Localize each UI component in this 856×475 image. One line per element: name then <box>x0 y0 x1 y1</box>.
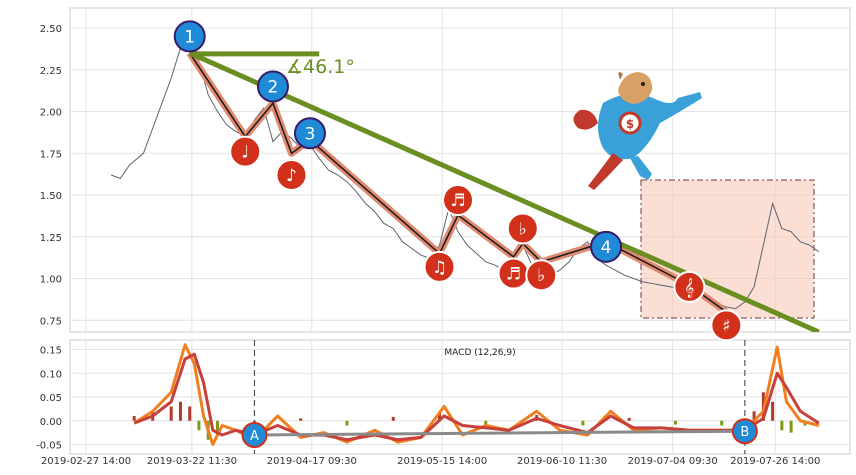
price-y-tick: 0.75 <box>40 316 62 327</box>
wave-marker-label: 𝄞 <box>684 278 694 298</box>
histogram-bar <box>780 420 784 431</box>
price-y-tick: 1.25 <box>40 233 62 244</box>
wave-marker-label: 2 <box>268 77 279 97</box>
macd-y-tick: 0.05 <box>40 393 62 404</box>
x-tick: 2019-07-26 14:00 <box>730 456 820 467</box>
histogram-bar <box>197 420 201 431</box>
x-tick: 2019-04-17 09:30 <box>267 456 357 467</box>
price-y-tick: 2.25 <box>40 66 62 77</box>
wave-marker-label: 3 <box>305 124 316 144</box>
superhero-mascot: $ <box>573 72 702 190</box>
macd-y-tick: 0.15 <box>40 346 62 357</box>
highlight-box <box>640 179 815 319</box>
macd-y-tick: -0.05 <box>36 441 62 452</box>
annotation-markers: 1 2 3 4 ♩ ♪ ♬ ♫ ♬ ♭ ♭ ♯ 𝄞 <box>173 20 743 342</box>
histogram-bar <box>673 420 677 425</box>
macd-marker: A <box>241 422 268 448</box>
wave-marker-label: ♬ <box>506 265 521 285</box>
macd-y-tick: 0.00 <box>40 417 62 428</box>
wave-marker: 2 <box>256 70 289 103</box>
histogram-bar <box>720 420 724 426</box>
x-tick: 2019-02-27 14:00 <box>41 456 131 467</box>
histogram-bar <box>627 417 631 421</box>
histogram-bar <box>438 413 442 421</box>
price-y-axis: 0.75 1.00 1.25 1.50 1.75 2.00 2.25 2.50 <box>40 24 62 327</box>
histogram-bar <box>169 406 173 421</box>
histogram-bar <box>299 418 303 421</box>
wave-marker: ♬ <box>442 184 475 217</box>
histogram-bar <box>345 420 349 426</box>
wave-marker-label: ♩ <box>241 143 249 163</box>
divergence-line <box>254 429 745 437</box>
wave-marker-label: ♫ <box>432 258 447 278</box>
trendline-layer <box>188 50 820 332</box>
price-y-tick: 1.50 <box>40 191 62 202</box>
x-tick: 2019-05-15 14:00 <box>397 456 487 467</box>
wave-marker: 1 <box>173 20 206 53</box>
wave-marker: ♭ <box>506 212 539 245</box>
wave-marker: 4 <box>590 230 623 263</box>
wave-marker: ♯ <box>710 309 743 342</box>
histogram-bar <box>484 420 488 425</box>
histogram-bar <box>771 401 775 421</box>
macd-marker: B <box>731 418 758 445</box>
wave-marker: 3 <box>293 117 326 150</box>
macd-marker-label: A <box>250 429 259 444</box>
angle-label: ∡46.1° <box>286 56 355 78</box>
x-tick: 2019-06-10 11:30 <box>517 456 607 467</box>
price-y-tick: 2.50 <box>40 24 62 35</box>
x-tick: 2019-07-04 09:30 <box>628 456 718 467</box>
wave-marker: ♬ <box>497 257 530 290</box>
histogram-bar <box>581 420 585 426</box>
histogram-bar <box>132 416 136 421</box>
wave-marker-label: ♯ <box>722 316 730 336</box>
histogram-bar <box>188 406 192 421</box>
wave-marker: ♩ <box>229 135 262 168</box>
histogram-bar <box>178 401 182 421</box>
wave-marker-label: 1 <box>184 27 195 47</box>
macd-y-axis: -0.05 0.00 0.05 0.10 0.15 <box>36 346 62 452</box>
macd-y-tick: 0.10 <box>40 369 62 380</box>
wave-marker: ♭ <box>525 259 558 292</box>
wave-marker-label: ♬ <box>450 191 465 211</box>
histogram-bar <box>789 420 793 433</box>
down-trendline <box>188 50 820 332</box>
x-tick: 2019-03-22 11:30 <box>147 456 237 467</box>
wave-marker-label: 4 <box>601 238 612 258</box>
wave-marker: 𝄞 <box>673 270 706 303</box>
price-y-tick: 2.00 <box>40 108 62 119</box>
histogram-bar <box>215 420 219 435</box>
wave-marker: ♪ <box>275 159 308 192</box>
wave-marker-label: ♭ <box>519 219 527 239</box>
histogram-bar <box>391 416 395 421</box>
wave-marker-label: ♪ <box>286 166 297 186</box>
macd-marker-label: B <box>740 425 749 440</box>
price-y-tick: 1.75 <box>40 149 62 160</box>
wave-marker-label: ♭ <box>537 266 545 286</box>
x-axis: 2019-02-27 14:00 2019-03-22 11:30 2019-04-… <box>41 456 820 467</box>
svg-text:$: $ <box>626 117 634 131</box>
macd-title: MACD (12,26,9) <box>444 348 515 358</box>
histogram-bar <box>752 411 756 421</box>
price-y-tick: 1.00 <box>40 275 62 286</box>
wave-marker: ♫ <box>423 250 456 283</box>
